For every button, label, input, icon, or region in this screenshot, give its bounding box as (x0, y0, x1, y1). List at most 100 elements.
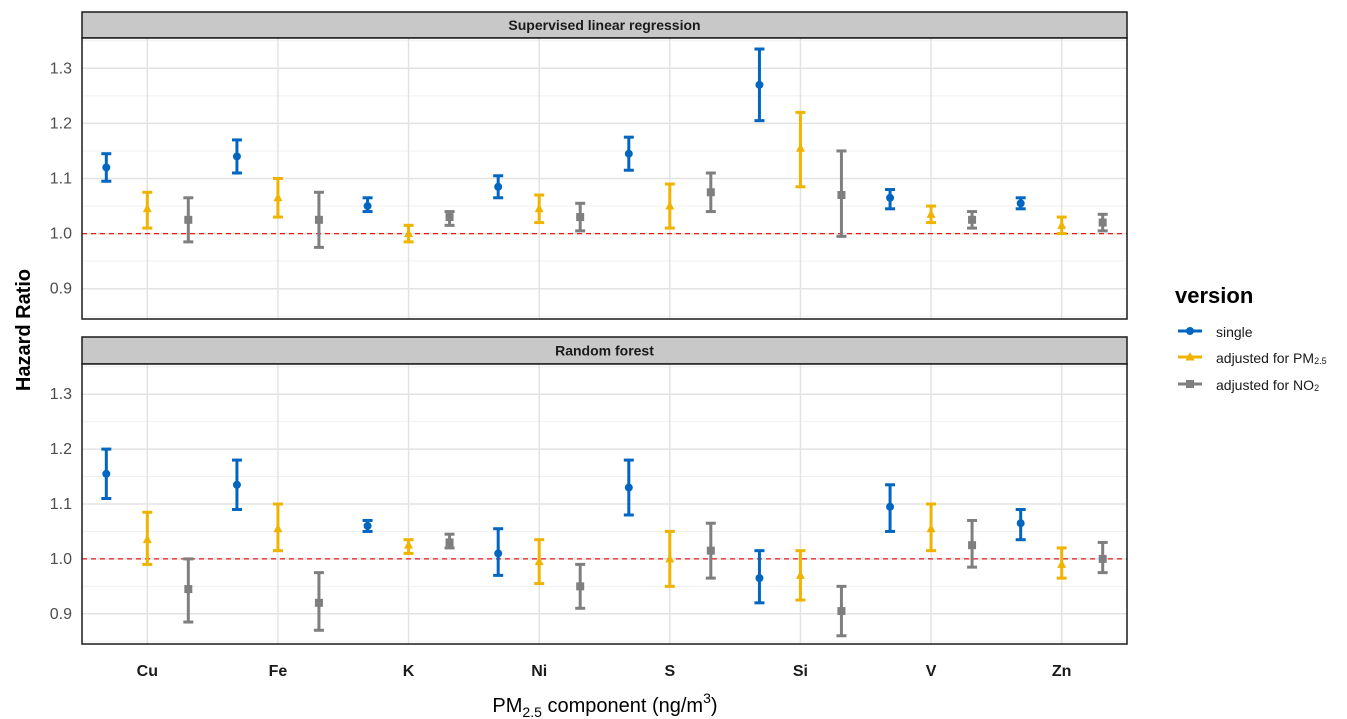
point-estimate (445, 213, 454, 222)
panel-border (81, 37, 1128, 320)
point-estimate (363, 521, 372, 530)
y-axis-title: Hazard Ratio (13, 269, 35, 391)
x-tick-label-zn: Zn (1052, 663, 1072, 680)
point-estimate (886, 502, 895, 511)
y-tick-label: 1.3 (50, 60, 72, 77)
error-bar-ni-adjusted-for-pm2-5 (534, 193, 545, 225)
point-estimate (755, 80, 764, 89)
error-bar-cu-adjusted-for-pm2-5 (142, 510, 153, 566)
facet-strip-label: Supervised linear regression (508, 17, 700, 33)
legend-title: version (1175, 283, 1253, 308)
point-estimate (494, 549, 503, 558)
error-bar-si-single (754, 47, 765, 123)
legend-key-single (1178, 327, 1202, 335)
error-bar-ni-adjusted-for-no2 (575, 562, 586, 610)
legend-key-marker (1186, 327, 1194, 335)
x-tick-label-ni: Ni (531, 663, 547, 680)
legend-key-adjusted-for-pm2-5 (1178, 352, 1202, 361)
point-estimate (534, 203, 544, 213)
error-bar-v-single (885, 483, 896, 533)
x-tick-label-cu: Cu (137, 663, 158, 680)
legend-key-marker (1185, 352, 1195, 361)
error-bar-ni-single (493, 174, 504, 200)
error-bar-k-adjusted-for-no2 (444, 210, 455, 227)
legend: version single adjusted for PM2.5 adjust… (1175, 283, 1327, 393)
x-axis-title-prefix: PM (492, 695, 522, 717)
legend-label-pm25-subscript: 2.5 (1314, 356, 1327, 366)
error-bar-si-adjusted-for-pm2-5 (795, 549, 806, 602)
error-bar-zn-adjusted-for-no2 (1097, 212, 1108, 233)
point-estimate (795, 143, 805, 152)
legend-key-marker (1186, 380, 1194, 388)
y-tick-label: 1.2 (50, 441, 72, 458)
legend-label-no2-subscript: 2 (1314, 383, 1319, 393)
error-bar-s-adjusted-for-pm2-5 (664, 182, 675, 230)
error-bar-zn-single (1015, 196, 1026, 211)
error-bar-fe-adjusted-for-no2 (313, 571, 324, 632)
point-estimate (184, 585, 193, 594)
error-bar-k-adjusted-for-no2 (444, 532, 455, 550)
facet-strip-label: Random forest (555, 343, 654, 359)
error-bar-si-adjusted-for-no2 (836, 149, 847, 238)
point-estimate (665, 553, 675, 563)
y-tick-label: 0.9 (50, 606, 72, 623)
point-estimate (624, 483, 633, 492)
point-estimate (706, 546, 715, 555)
point-estimate (404, 540, 414, 549)
y-tick-label: 1.1 (50, 171, 72, 188)
error-bar-k-adjusted-for-pm2-5 (403, 538, 414, 555)
error-bar-zn-adjusted-for-pm2-5 (1056, 215, 1067, 236)
legend-label-single: single (1216, 324, 1253, 340)
point-estimate (1016, 199, 1025, 208)
point-estimate (624, 149, 633, 158)
error-bar-fe-single (231, 458, 242, 511)
x-axis-title-suffix: ) (711, 695, 718, 717)
error-bar-s-single (623, 135, 634, 172)
legend-label-pm25-text: adjusted for PM (1216, 350, 1314, 366)
facet-strip (81, 336, 1128, 365)
error-bar-si-adjusted-for-pm2-5 (795, 110, 806, 189)
y-tick-label: 1.0 (50, 226, 72, 243)
error-bar-ni-single (493, 527, 504, 577)
x-tick-label-s: S (664, 663, 675, 680)
error-bar-k-adjusted-for-pm2-5 (403, 223, 414, 244)
point-estimate (706, 188, 715, 197)
error-bar-ni-adjusted-for-no2 (575, 201, 586, 233)
error-bar-s-adjusted-for-pm2-5 (664, 529, 675, 588)
point-estimate (142, 534, 152, 544)
legend-label-single-text: single (1216, 324, 1253, 340)
error-bar-ni-adjusted-for-pm2-5 (534, 538, 545, 586)
x-tick-label-fe: Fe (269, 663, 288, 680)
error-bar-si-single (754, 549, 765, 605)
point-estimate (576, 213, 585, 222)
point-estimate (1057, 559, 1067, 568)
y-tick-label: 1.0 (50, 551, 72, 568)
point-estimate (102, 163, 111, 172)
point-estimate (363, 202, 372, 211)
point-estimate (404, 228, 414, 238)
error-bar-v-adjusted-for-no2 (967, 210, 978, 230)
point-estimate (665, 201, 675, 210)
error-bar-fe-adjusted-for-pm2-5 (272, 177, 283, 219)
x-tick-label-si: Si (793, 663, 808, 680)
x-axis-ticks: Cu Fe K Ni S Si V Zn (137, 663, 1072, 680)
point-estimate (1016, 519, 1025, 528)
point-estimate (232, 480, 241, 489)
x-axis-title-middle: component (ng/m (542, 695, 703, 717)
error-bar-v-adjusted-for-pm2-5 (926, 502, 937, 553)
error-bar-zn-adjusted-for-no2 (1097, 540, 1108, 575)
point-estimate (232, 152, 241, 161)
error-bar-cu-adjusted-for-no2 (183, 557, 194, 624)
error-bar-cu-adjusted-for-no2 (183, 196, 194, 244)
legend-label-no2-text: adjusted for NO (1216, 377, 1314, 393)
legend-keys (1178, 327, 1202, 388)
point-estimate (102, 469, 111, 478)
legend-key-adjusted-for-no2 (1178, 380, 1202, 388)
x-axis-title-subscript: 2.5 (522, 704, 542, 719)
point-estimate (1098, 554, 1107, 563)
x-axis-title: PM2.5 component (ng/m3) (492, 690, 717, 719)
point-estimate (142, 203, 152, 213)
point-estimate (968, 541, 977, 550)
error-bar-s-adjusted-for-no2 (705, 171, 716, 214)
